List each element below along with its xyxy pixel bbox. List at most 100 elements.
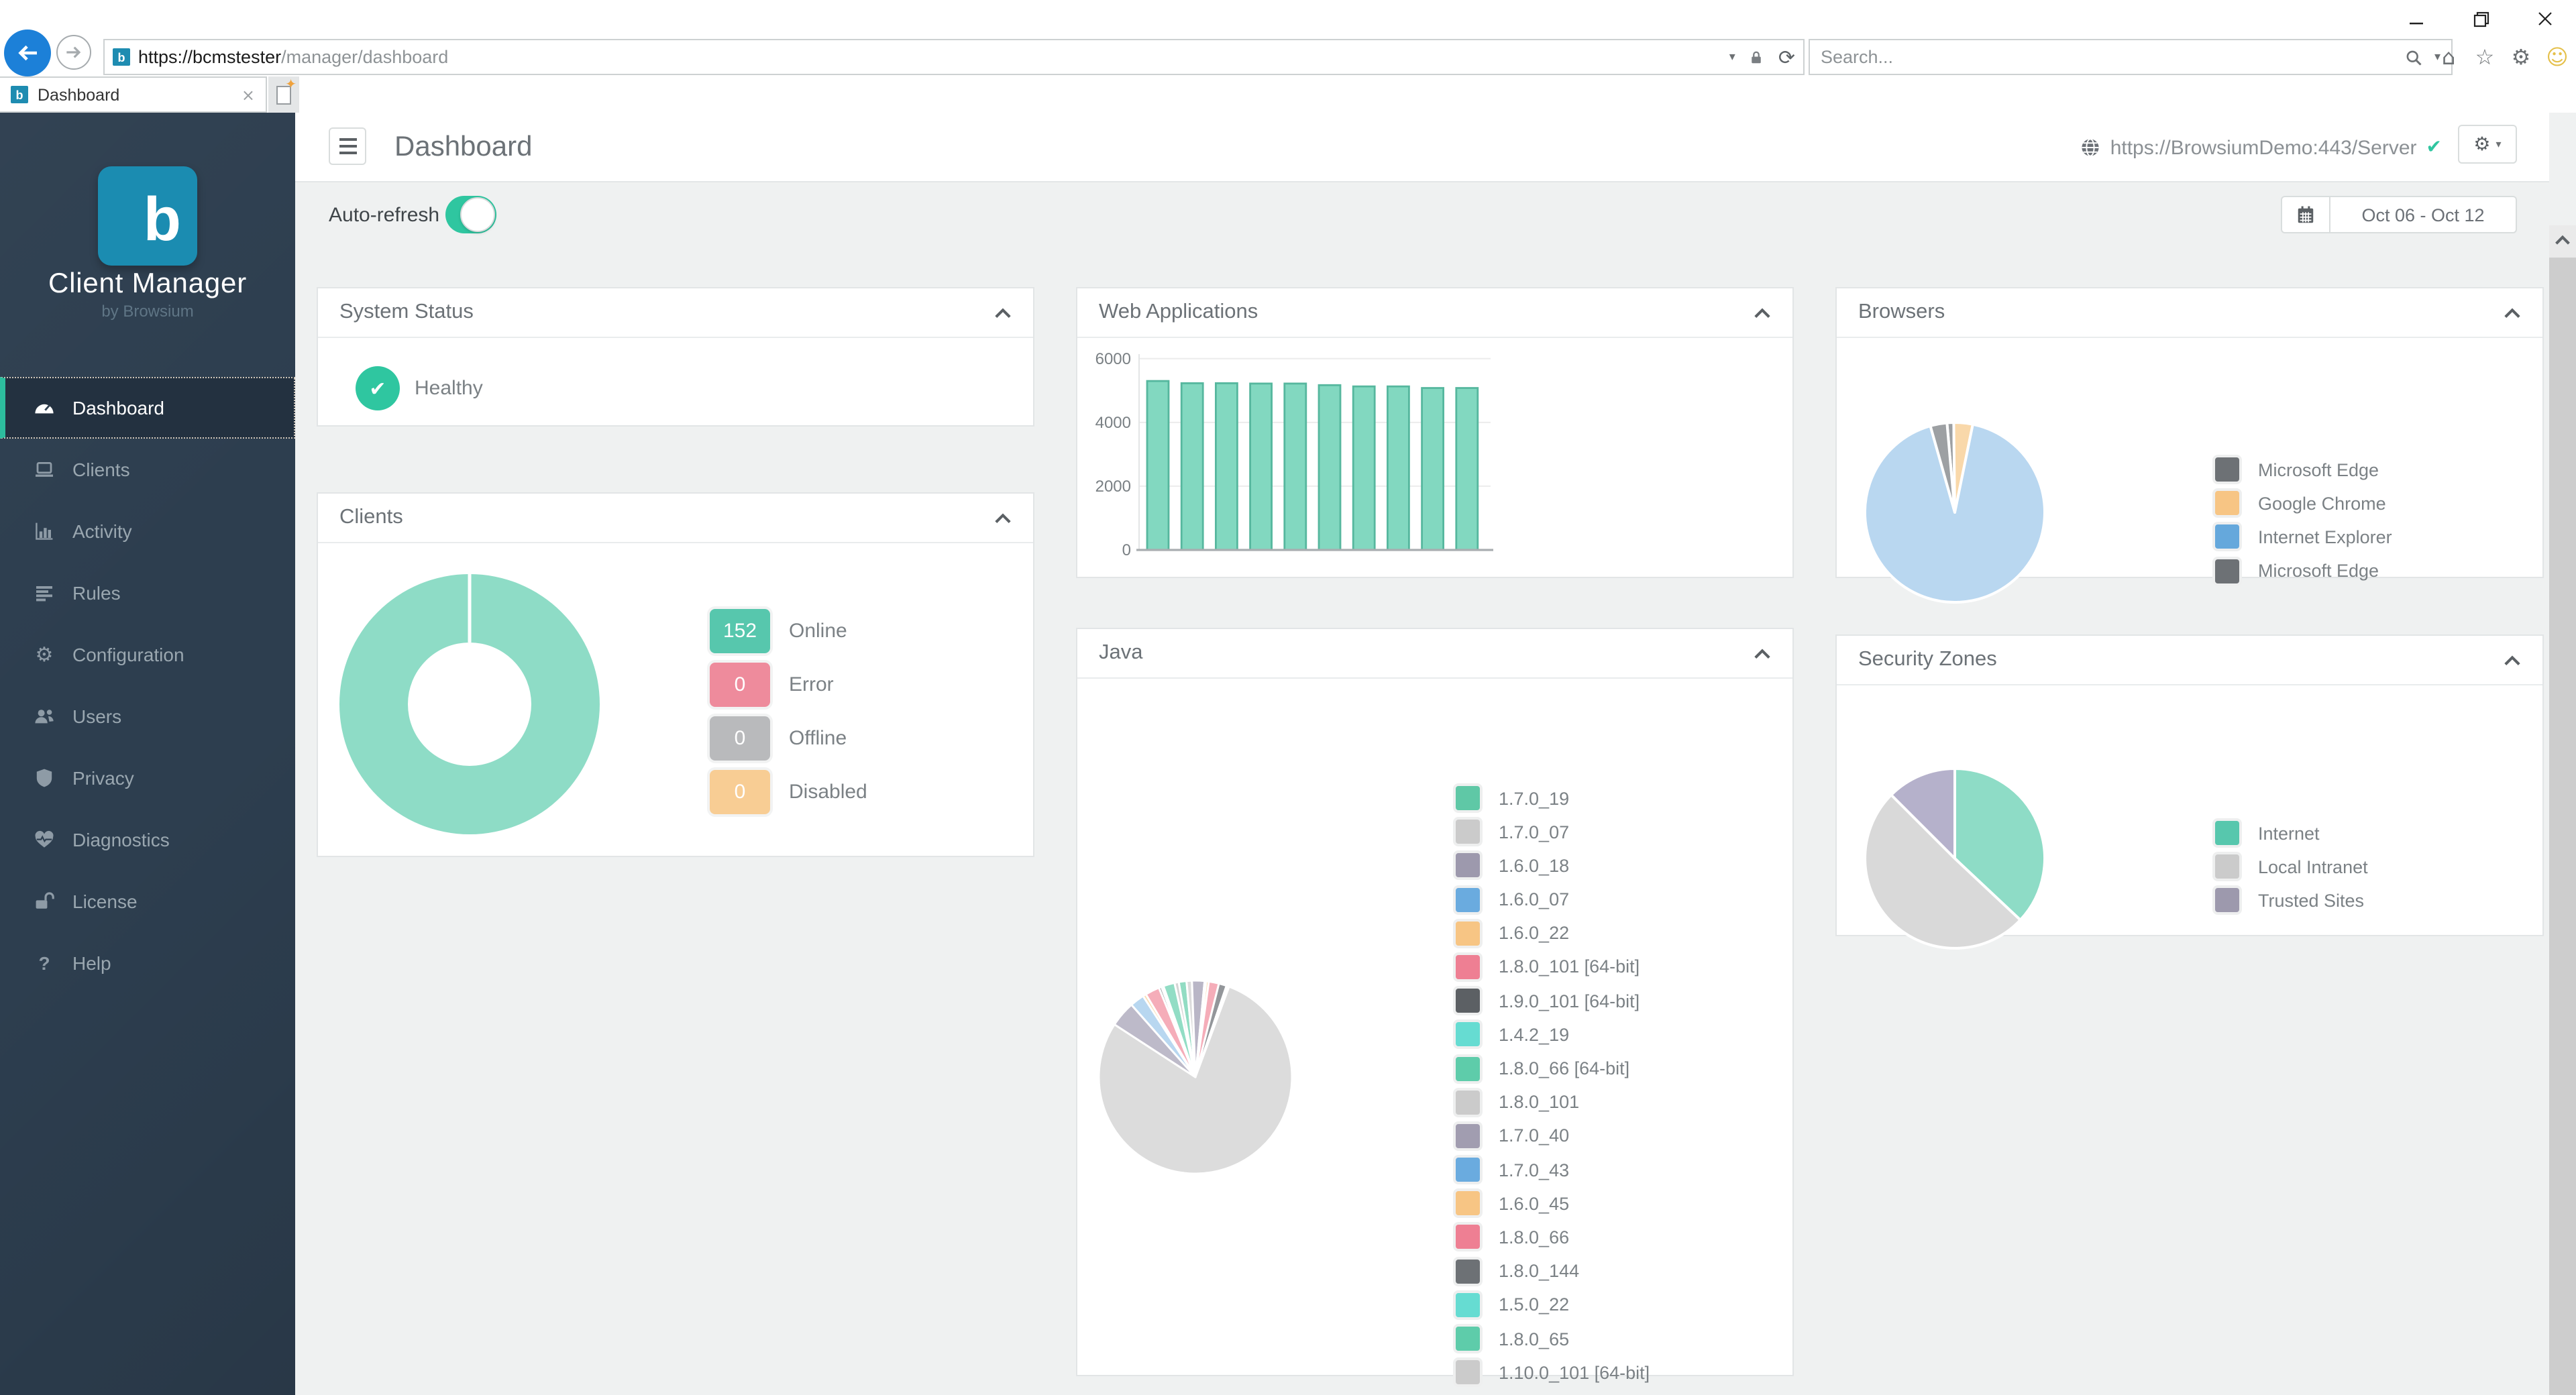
browsers-legend: Microsoft Edge Google Chrome Internet Expl… [2212,455,2392,590]
tab-favicon: b [11,86,28,103]
java-pie-chart [1097,979,1293,1175]
tab-dashboard[interactable]: b Dashboard × [0,76,267,113]
feedback-smiley-icon[interactable]: ☺ [2546,44,2569,70]
legend-label: Error [789,673,834,696]
legend-item: 1.5.0_22 [1453,1290,1650,1320]
browsers-card: Browsers Microsoft Edge Google Chrome Inte… [1835,287,2544,604]
tools-gear-icon[interactable]: ⚙ [2511,44,2531,70]
search-placeholder: Search... [1821,47,1894,67]
back-button[interactable] [4,30,51,76]
date-range-picker[interactable]: Oct 06 - Oct 12 [2281,196,2517,233]
web-applications-card: Web Applications 0 2000 4000 6000 [1076,287,1794,578]
legend-item: Internet Explorer [2212,522,2392,552]
legend-label: Microsoft Edge [2258,561,2379,581]
activity-icon [32,519,56,543]
sidebar-item-privacy[interactable]: Privacy [0,747,295,809]
auto-refresh-toggle[interactable] [445,196,496,233]
sidebar-item-clients[interactable]: Clients [0,439,295,500]
legend-label: Microsoft Edge [2258,459,2379,480]
legend-item: 1.7.0_07 [1453,817,1650,847]
legend-label: 1.6.0_18 [1499,855,1570,876]
legend-swatch [1453,1256,1483,1286]
collapse-chevron-icon[interactable] [994,512,1012,524]
legend-swatch [1453,1121,1483,1151]
bar [1318,384,1342,551]
legend-swatch [2212,522,2242,552]
sidebar-menu: Dashboard Clients Activity Rules ⚙ Configurat… [0,377,295,994]
sidebar-item-users[interactable]: Users [0,685,295,747]
legend-item: 1.6.0_22 [1453,918,1650,948]
legend-label: Local Intranet [2258,856,2368,877]
legend-label: Disabled [789,781,867,803]
legend-swatch [1453,885,1483,915]
legend-item: 1.7.0_19 [1453,783,1650,813]
count-badge: 0 [710,770,770,814]
sidebar-item-license[interactable]: License [0,871,295,932]
new-tab-button[interactable]: ✦ [268,76,299,113]
java-card: Java 1.7.0_19 1.7.0_07 1.6.0_18 1.6.0_07 1.6… [1076,628,1794,1388]
app-tagline: by Browsium [101,302,194,321]
app-name: Client Manager [48,268,247,299]
legend-swatch [1453,1324,1483,1353]
legend-item: 1.6.0_07 [1453,885,1650,915]
card-title: Java [1099,641,1143,664]
tab-bar: b Dashboard × ✦ [0,76,2576,113]
system-status-card: System Status ✔ Healthy [317,287,1034,427]
server-url[interactable]: https://BrowsiumDemo:443/Server [2110,136,2417,159]
count-badge: 0 [710,663,770,707]
search-icon[interactable] [2405,48,2424,66]
sidebar-item-label: Users [72,706,122,727]
legend-swatch [2212,818,2242,848]
menu-toggle-button[interactable] [329,127,366,165]
card-title: Clients [339,506,403,528]
license-icon [32,889,56,913]
diagnostics-icon [32,828,56,852]
bar [1180,382,1204,551]
collapse-chevron-icon[interactable] [2504,306,2521,319]
legend-swatch [1453,1019,1483,1050]
count-badge: 0 [710,716,770,761]
close-icon[interactable] [2530,5,2560,32]
collapse-chevron-icon[interactable] [1754,647,1771,659]
legend-swatch [1453,850,1483,881]
search-input[interactable]: Search... ▾ [1809,39,2453,75]
sidebar-item-help[interactable]: ? Help [0,932,295,994]
page-title: Dashboard [394,131,533,162]
favorites-star-icon[interactable]: ☆ [2475,44,2495,70]
forward-button[interactable] [56,35,91,70]
legend-label: 1.7.0_07 [1499,822,1570,842]
url-text: https://bcmstester/manager/dashboard [138,47,449,67]
search-dropdown-icon[interactable]: ▾ [2434,50,2440,64]
scroll-up-icon[interactable] [2549,225,2576,255]
vertical-scrollbar[interactable] [2549,225,2576,1395]
scrollbar-thumb[interactable] [2549,258,2576,1395]
pie-slice [1890,767,1956,860]
sidebar-item-activity[interactable]: Activity [0,500,295,562]
restore-icon[interactable] [2466,5,2496,32]
toggle-knob [460,197,495,232]
java-legend: 1.7.0_19 1.7.0_07 1.6.0_18 1.6.0_07 1.6.0_22… [1453,783,1650,1392]
address-bar[interactable]: b https://bcmstester/manager/dashboard ▾… [103,39,1805,75]
bar [1386,385,1410,551]
collapse-chevron-icon[interactable] [2504,654,2521,666]
sidebar-item-rules[interactable]: Rules [0,562,295,624]
legend-label: Trusted Sites [2258,890,2365,911]
tab-close-icon[interactable]: × [241,85,255,104]
legend-label: 1.6.0_22 [1499,923,1570,944]
address-dropdown-icon[interactable]: ▾ [1729,50,1735,64]
collapse-chevron-icon[interactable] [994,306,1012,319]
page-header: Dashboard https://BrowsiumDemo:443/Serve… [295,113,2549,182]
minimize-icon[interactable] [2402,5,2431,32]
sidebar-item-diagnostics[interactable]: Diagnostics [0,809,295,871]
legend-label: 1.10.0_101 [64-bit] [1499,1362,1650,1383]
calendar-icon[interactable] [2282,197,2330,232]
collapse-chevron-icon[interactable] [1754,306,1771,319]
refresh-icon[interactable]: ⟳ [1778,45,1795,69]
dashboard-settings-button[interactable]: ⚙ ▾ [2458,125,2517,164]
sidebar-item-configuration[interactable]: ⚙ Configuration [0,624,295,685]
privacy-icon [32,766,56,790]
y-axis-label: 4000 [1095,414,1131,432]
arrow-right-icon [66,46,81,58]
home-icon[interactable]: ⌂ [2441,44,2456,70]
sidebar-item-dashboard[interactable]: Dashboard [0,377,295,439]
